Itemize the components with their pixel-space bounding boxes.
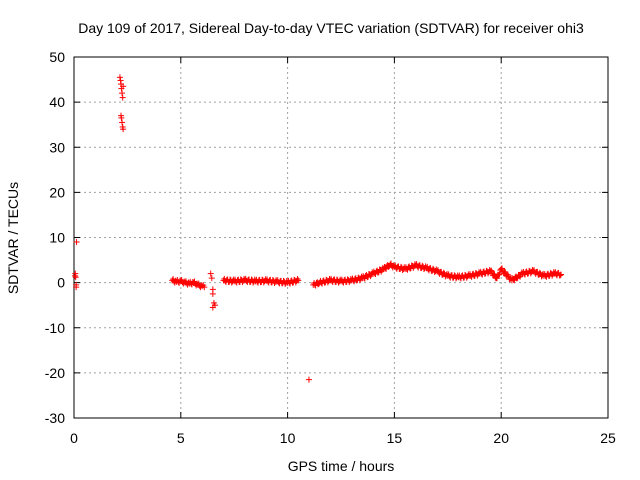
y-tick-label: 20 — [49, 184, 65, 200]
data-point — [201, 284, 208, 291]
points-layer — [72, 74, 565, 383]
data-point — [119, 119, 126, 126]
y-axis-label: SDTVAR / TECUs — [5, 182, 21, 294]
data-point — [116, 74, 123, 81]
x-tick-label: 15 — [387, 430, 403, 446]
data-point — [209, 290, 216, 297]
data-point — [211, 302, 218, 309]
x-axis-label: GPS time / hours — [288, 458, 395, 474]
data-point — [73, 239, 80, 246]
y-tick-label: 30 — [49, 139, 65, 155]
tick-layer: 0 5 10 15 20 25 -30 -20 -10 0 10 20 30 40 50 — [45, 49, 616, 446]
grid-layer — [74, 57, 608, 418]
data-point — [493, 275, 500, 282]
data-point — [496, 271, 503, 278]
data-point — [499, 265, 506, 272]
plot-frame — [73, 56, 609, 419]
data-point — [294, 275, 301, 282]
data-point — [119, 90, 126, 97]
x-tick-label: 25 — [600, 430, 616, 446]
y-tick-label: 10 — [49, 230, 65, 246]
data-point — [118, 114, 125, 121]
x-tick-label: 20 — [493, 430, 509, 446]
y-tick-label: 50 — [49, 49, 65, 65]
x-tick-label: 5 — [177, 430, 185, 446]
y-tick-label: -10 — [45, 320, 65, 336]
data-point — [557, 272, 564, 279]
data-point — [558, 271, 565, 278]
y-tick-label: -30 — [45, 410, 65, 426]
data-point — [208, 275, 215, 282]
data-point — [72, 274, 79, 281]
x-tick-label: 0 — [70, 430, 78, 446]
data-point — [207, 270, 214, 277]
y-tick-label: -20 — [45, 365, 65, 381]
data-point — [73, 284, 80, 291]
data-point — [513, 275, 520, 282]
x-tick-label: 10 — [280, 430, 296, 446]
data-point — [120, 83, 127, 90]
data-point — [295, 277, 302, 284]
data-point — [495, 271, 502, 278]
y-tick-label: 40 — [49, 94, 65, 110]
data-point — [305, 376, 312, 383]
chart-title: Day 109 of 2017, Sidereal Day-to-day VTE… — [78, 20, 584, 36]
y-tick-label: 0 — [57, 275, 65, 291]
data-point — [120, 126, 127, 133]
data-point — [119, 94, 126, 101]
data-point — [488, 267, 495, 274]
